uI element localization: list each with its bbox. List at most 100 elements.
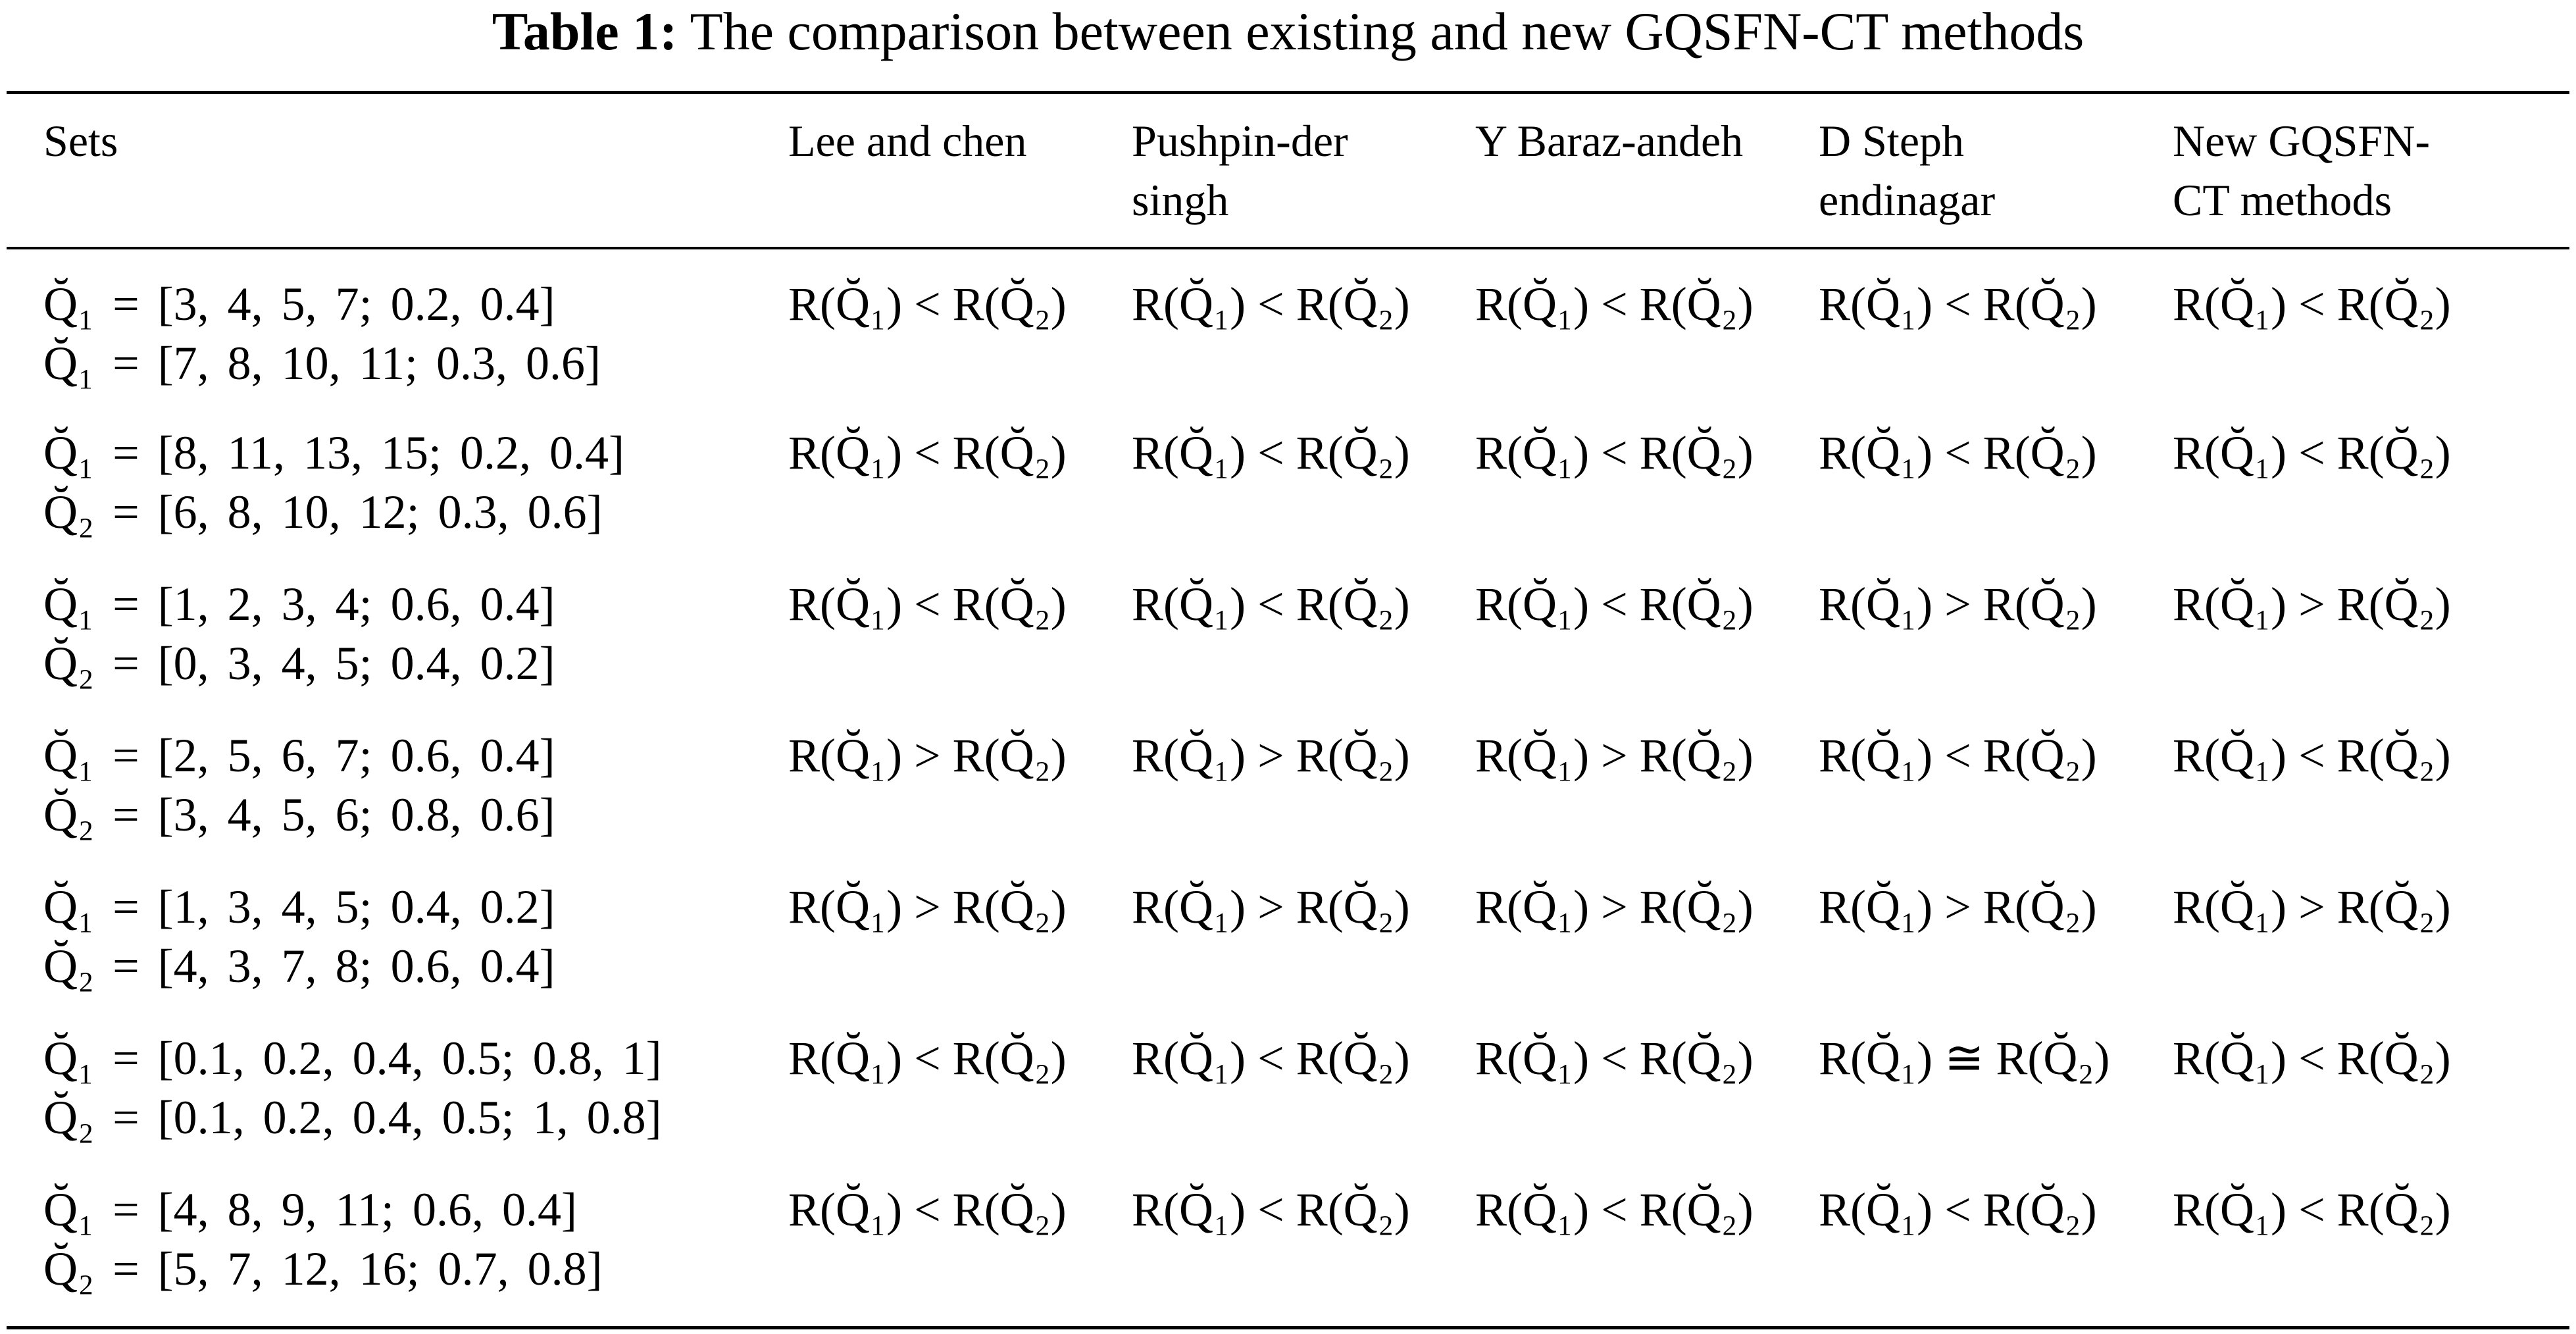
relation-cell: R(Q̆₁) < R(Q̆₂)	[2173, 247, 2576, 398]
ranking-relation: R(Q̆₁) ≅ R(Q̆₂)	[1819, 1032, 2110, 1085]
ranking-relation: R(Q̆₁) > R(Q̆₂)	[1475, 881, 1754, 933]
relation-cell: R(Q̆₁) < R(Q̆₂)	[1819, 247, 2173, 398]
relation-cell: R(Q̆₁) > R(Q̆₂)	[1819, 852, 2173, 1004]
ranking-relation: R(Q̆₁) < R(Q̆₂)	[1819, 426, 2097, 479]
ranking-relation: R(Q̆₁) < R(Q̆₂)	[1475, 278, 1754, 330]
relation-cell: R(Q̆₁) < R(Q̆₂)	[1819, 1155, 2173, 1306]
ranking-relation: R(Q̆₁) < R(Q̆₂)	[1475, 426, 1754, 479]
relation-cell: R(Q̆₁) < R(Q̆₂)	[1475, 247, 1819, 398]
ranking-relation: R(Q̆₁) < R(Q̆₂)	[2173, 1032, 2451, 1085]
column-header-sets: Sets	[43, 116, 118, 166]
set-q1-definition: Q̆₁ = [1, 3, 4, 5; 0.4, 0.2]	[43, 881, 555, 933]
set-q1-definition: Q̆₁ = [4, 8, 9, 11; 0.6, 0.4]	[43, 1183, 577, 1236]
ranking-relation: R(Q̆₁) > R(Q̆₂)	[788, 881, 1067, 933]
relation-cell: R(Q̆₁) > R(Q̆₂)	[1819, 550, 2173, 701]
ranking-relation: R(Q̆₁) < R(Q̆₂)	[788, 1183, 1067, 1236]
column-header-pushpinder-singh: Pushpin-der singh	[1132, 116, 1348, 225]
relation-cell: R(Q̆₁) < R(Q̆₂)	[2173, 1004, 2576, 1155]
ranking-relation: R(Q̆₁) > R(Q̆₂)	[1475, 729, 1754, 782]
relation-cell: R(Q̆₁) > R(Q̆₂)	[788, 852, 1132, 1004]
set-q2-definition: Q̆₂ = [4, 3, 7, 8; 0.6, 0.4]	[43, 940, 555, 992]
table-bottom-rule	[7, 1326, 2569, 1329]
ranking-relation: R(Q̆₁) < R(Q̆₂)	[2173, 1183, 2451, 1236]
ranking-relation: R(Q̆₁) < R(Q̆₂)	[2173, 426, 2451, 479]
relation-cell: R(Q̆₁) ≅ R(Q̆₂)	[1819, 1004, 2173, 1155]
relation-cell: R(Q̆₁) < R(Q̆₂)	[2173, 398, 2576, 550]
relation-cell: R(Q̆₁) > R(Q̆₂)	[1475, 852, 1819, 1004]
ranking-relation: R(Q̆₁) > R(Q̆₂)	[1132, 729, 1410, 782]
sets-cell: Q̆₁ = [4, 8, 9, 11; 0.6, 0.4] Q̆₂ = [5, …	[0, 1155, 788, 1306]
sets-cell: Q̆₁ = [1, 3, 4, 5; 0.4, 0.2] Q̆₂ = [4, 3…	[0, 852, 788, 1004]
relation-cell: R(Q̆₁) < R(Q̆₂)	[1475, 1004, 1819, 1155]
table-top-rule	[7, 91, 2569, 94]
ranking-relation: R(Q̆₁) > R(Q̆₂)	[1819, 578, 2097, 630]
relation-cell: R(Q̆₁) > R(Q̆₂)	[788, 701, 1132, 852]
table-caption: Table 1: The comparison between existing…	[0, 0, 2576, 63]
relation-cell: R(Q̆₁) > R(Q̆₂)	[1132, 852, 1475, 1004]
ranking-relation: R(Q̆₁) < R(Q̆₂)	[788, 578, 1067, 630]
set-q2-definition: Q̆₂ = [3, 4, 5, 6; 0.8, 0.6]	[43, 788, 555, 841]
ranking-relation: R(Q̆₁) < R(Q̆₂)	[1132, 578, 1410, 630]
relation-cell: R(Q̆₁) < R(Q̆₂)	[1475, 1155, 1819, 1306]
relation-cell: R(Q̆₁) < R(Q̆₂)	[788, 247, 1132, 398]
relation-cell: R(Q̆₁) < R(Q̆₂)	[1132, 1004, 1475, 1155]
ranking-relation: R(Q̆₁) < R(Q̆₂)	[1132, 278, 1410, 330]
table-caption-text: The comparison between existing and new …	[677, 1, 2084, 61]
set-q1-definition: Q̆₁ = [0.1, 0.2, 0.4, 0.5; 0.8, 1]	[43, 1032, 662, 1085]
ranking-relation: R(Q̆₁) < R(Q̆₂)	[788, 1032, 1067, 1085]
table-row: Q̆₁ = [4, 8, 9, 11; 0.6, 0.4] Q̆₂ = [5, …	[0, 1155, 2576, 1306]
relation-cell: R(Q̆₁) < R(Q̆₂)	[1475, 398, 1819, 550]
sets-cell: Q̆₁ = [0.1, 0.2, 0.4, 0.5; 0.8, 1] Q̆₂ =…	[0, 1004, 788, 1155]
ranking-relation: R(Q̆₁) < R(Q̆₂)	[1819, 278, 2097, 330]
ranking-relation: R(Q̆₁) < R(Q̆₂)	[2173, 278, 2451, 330]
table-header-rule	[7, 247, 2569, 249]
ranking-relation: R(Q̆₁) < R(Q̆₂)	[788, 426, 1067, 479]
set-q2-definition: Q̆₂ = [0.1, 0.2, 0.4, 0.5; 1, 0.8]	[43, 1091, 662, 1144]
column-header-lee-and-chen: Lee and chen	[788, 116, 1027, 166]
relation-cell: R(Q̆₁) < R(Q̆₂)	[788, 1004, 1132, 1155]
relation-cell: R(Q̆₁) < R(Q̆₂)	[788, 1155, 1132, 1306]
table-body: Q̆₁ = [3, 4, 5, 7; 0.2, 0.4] Q̆₁ = [7, 8…	[0, 247, 2576, 1306]
comparison-table: Sets Lee and chen Pushpin-der singh Y Ba…	[0, 94, 2576, 1306]
set-q2-definition: Q̆₁ = [7, 8, 10, 11; 0.3, 0.6]	[43, 337, 601, 390]
table-row: Q̆₁ = [2, 5, 6, 7; 0.6, 0.4] Q̆₂ = [3, 4…	[0, 701, 2576, 852]
ranking-relation: R(Q̆₁) > R(Q̆₂)	[788, 729, 1067, 782]
ranking-relation: R(Q̆₁) > R(Q̆₂)	[1132, 881, 1410, 933]
set-q2-definition: Q̆₂ = [0, 3, 4, 5; 0.4, 0.2]	[43, 637, 555, 690]
ranking-relation: R(Q̆₁) < R(Q̆₂)	[1475, 578, 1754, 630]
column-header-new-gqsfn-ct: New GQSFN-CT methods	[2173, 116, 2430, 225]
relation-cell: R(Q̆₁) < R(Q̆₂)	[788, 550, 1132, 701]
ranking-relation: R(Q̆₁) < R(Q̆₂)	[1819, 1183, 2097, 1236]
relation-cell: R(Q̆₁) < R(Q̆₂)	[2173, 701, 2576, 852]
relation-cell: R(Q̆₁) < R(Q̆₂)	[1819, 701, 2173, 852]
relation-cell: R(Q̆₁) < R(Q̆₂)	[1132, 1155, 1475, 1306]
sets-cell: Q̆₁ = [1, 2, 3, 4; 0.6, 0.4] Q̆₂ = [0, 3…	[0, 550, 788, 701]
column-header-d-stephendinagar: D Steph endinagar	[1819, 116, 1996, 225]
header-row: Sets Lee and chen Pushpin-der singh Y Ba…	[0, 94, 2576, 247]
relation-cell: R(Q̆₁) < R(Q̆₂)	[2173, 1155, 2576, 1306]
ranking-relation: R(Q̆₁) < R(Q̆₂)	[2173, 729, 2451, 782]
table-caption-label: Table 1:	[492, 1, 678, 61]
table-row: Q̆₁ = [1, 3, 4, 5; 0.4, 0.2] Q̆₂ = [4, 3…	[0, 852, 2576, 1004]
relation-cell: R(Q̆₁) < R(Q̆₂)	[1132, 247, 1475, 398]
column-header-y-barazandeh: Y Baraz-andeh	[1475, 116, 1744, 166]
set-q1-definition: Q̆₁ = [8, 11, 13, 15; 0.2, 0.4]	[43, 426, 624, 479]
sets-cell: Q̆₁ = [8, 11, 13, 15; 0.2, 0.4] Q̆₂ = [6…	[0, 398, 788, 550]
set-q2-definition: Q̆₂ = [5, 7, 12, 16; 0.7, 0.8]	[43, 1243, 603, 1295]
sets-cell: Q̆₁ = [2, 5, 6, 7; 0.6, 0.4] Q̆₂ = [3, 4…	[0, 701, 788, 852]
ranking-relation: R(Q̆₁) < R(Q̆₂)	[1475, 1183, 1754, 1236]
table-row: Q̆₁ = [3, 4, 5, 7; 0.2, 0.4] Q̆₁ = [7, 8…	[0, 247, 2576, 398]
table-row: Q̆₁ = [8, 11, 13, 15; 0.2, 0.4] Q̆₂ = [6…	[0, 398, 2576, 550]
relation-cell: R(Q̆₁) < R(Q̆₂)	[1475, 550, 1819, 701]
ranking-relation: R(Q̆₁) < R(Q̆₂)	[1819, 729, 2097, 782]
ranking-relation: R(Q̆₁) > R(Q̆₂)	[2173, 578, 2451, 630]
set-q1-definition: Q̆₁ = [3, 4, 5, 7; 0.2, 0.4]	[43, 278, 555, 330]
relation-cell: R(Q̆₁) < R(Q̆₂)	[1132, 398, 1475, 550]
relation-cell: R(Q̆₁) > R(Q̆₂)	[1475, 701, 1819, 852]
set-q1-definition: Q̆₁ = [1, 2, 3, 4; 0.6, 0.4]	[43, 578, 555, 630]
set-q2-definition: Q̆₂ = [6, 8, 10, 12; 0.3, 0.6]	[43, 486, 603, 538]
table-row: Q̆₁ = [1, 2, 3, 4; 0.6, 0.4] Q̆₂ = [0, 3…	[0, 550, 2576, 701]
ranking-relation: R(Q̆₁) < R(Q̆₂)	[1132, 1032, 1410, 1085]
relation-cell: R(Q̆₁) > R(Q̆₂)	[2173, 550, 2576, 701]
set-q1-definition: Q̆₁ = [2, 5, 6, 7; 0.6, 0.4]	[43, 729, 555, 782]
